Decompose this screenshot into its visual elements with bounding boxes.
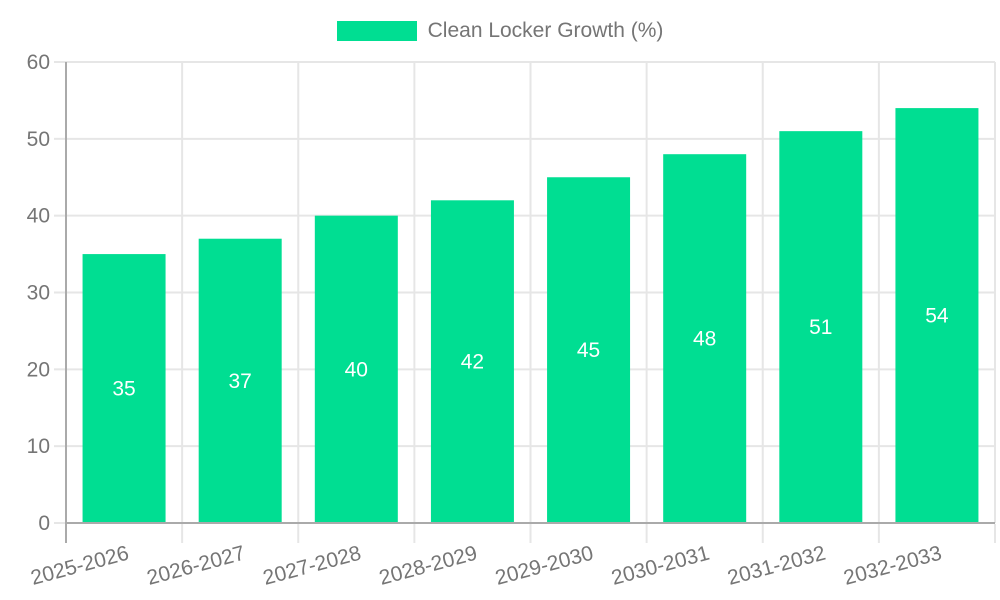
- x-axis-tick-label: 2031-2032: [725, 542, 828, 590]
- x-axis-tick-label: 2025-2026: [28, 542, 131, 590]
- x-axis-tick-label: 2029-2030: [493, 542, 596, 590]
- bar-value-label: 51: [809, 316, 832, 339]
- bar-2031-2032[interactable]: [779, 131, 863, 523]
- bar-2026-2027[interactable]: [198, 238, 282, 523]
- y-axis-tick-label: 10: [27, 435, 50, 458]
- y-axis-tick-label: 40: [27, 205, 50, 228]
- x-axis-tick-label: 2028-2029: [377, 542, 480, 590]
- y-axis-tick-label: 30: [27, 282, 50, 305]
- x-axis-tick-label: 2030-2031: [609, 542, 712, 590]
- bar-2028-2029[interactable]: [430, 200, 514, 524]
- legend-swatch: [336, 21, 417, 41]
- bar-2027-2028[interactable]: [314, 215, 398, 523]
- y-axis-tick-label: 20: [27, 358, 50, 381]
- y-axis-tick-label: 50: [27, 128, 50, 151]
- bar-value-label: 54: [925, 305, 949, 328]
- bar-value-label: 37: [229, 370, 252, 393]
- x-axis-tick-label: 2026-2027: [145, 542, 248, 590]
- bar-2025-2026[interactable]: [82, 254, 166, 524]
- bar-2029-2030[interactable]: [547, 177, 631, 523]
- bar-2030-2031[interactable]: [663, 154, 747, 523]
- x-axis-tick-label: 2027-2028: [261, 542, 364, 590]
- bar-value-label: 40: [345, 358, 368, 381]
- y-axis-tick-label: 60: [27, 51, 50, 74]
- bar-value-label: 48: [693, 328, 716, 351]
- bar-value-label: 35: [112, 378, 135, 401]
- y-axis-tick-label: 0: [38, 512, 50, 535]
- bar-value-label: 42: [461, 351, 484, 374]
- legend[interactable]: Clean Locker Growth (%): [0, 19, 1000, 43]
- bar-value-label: 45: [577, 339, 600, 362]
- bar-2032-2033[interactable]: [895, 108, 979, 523]
- legend-label: Clean Locker Growth (%): [427, 19, 664, 42]
- x-axis-tick-label: 2032-2033: [841, 542, 944, 590]
